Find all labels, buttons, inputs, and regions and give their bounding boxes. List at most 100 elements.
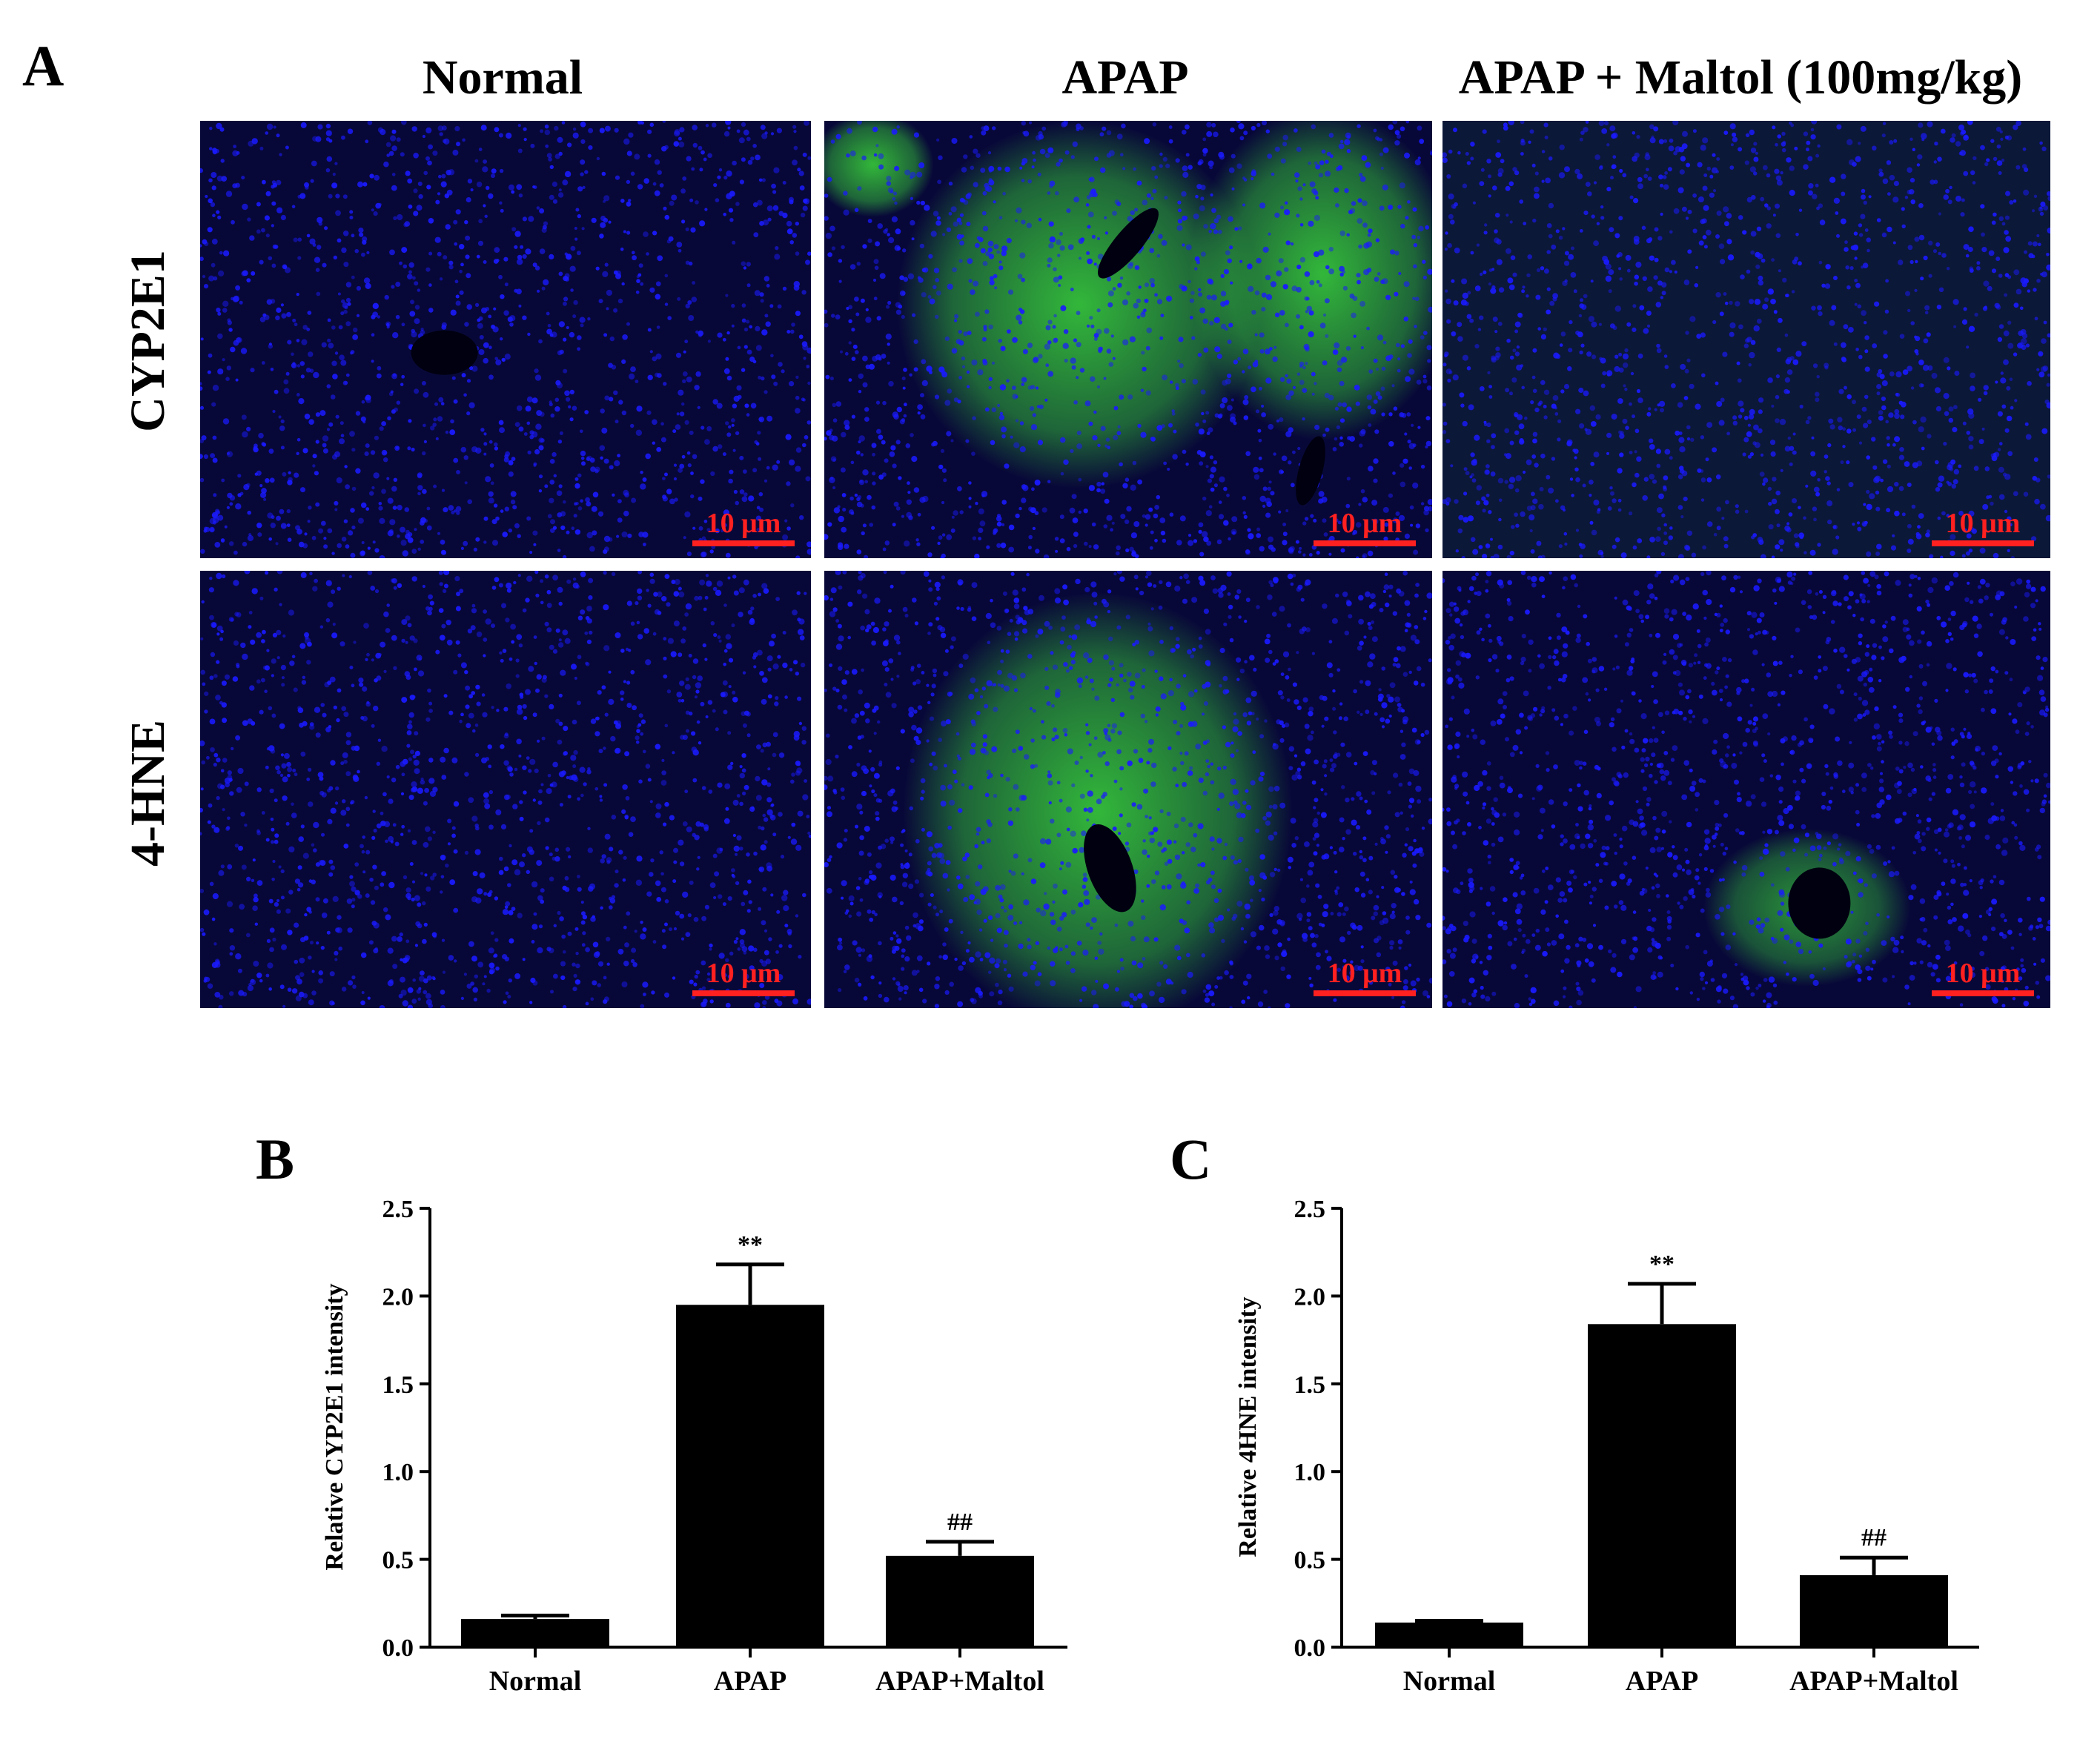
nucleus-dot <box>236 663 240 667</box>
nucleus-dot <box>601 685 606 690</box>
nucleus-dot <box>775 246 779 251</box>
nucleus-dot <box>2013 269 2020 276</box>
nucleus-dot <box>327 680 332 685</box>
nucleus-dot <box>798 955 802 959</box>
nucleus-dot <box>608 537 613 542</box>
nucleus-dot <box>993 200 996 204</box>
nucleus-dot <box>217 514 224 521</box>
nucleus-dot <box>1463 467 1468 471</box>
nucleus-dot <box>615 420 619 424</box>
nucleus-dot <box>1467 515 1474 522</box>
nucleus-dot <box>603 199 606 203</box>
nucleus-dot <box>645 453 651 460</box>
nucleus-dot <box>586 531 593 539</box>
nucleus-dot <box>831 246 836 251</box>
nucleus-dot <box>491 173 495 179</box>
nucleus-dot <box>1465 152 1469 156</box>
nucleus-dot <box>304 532 308 536</box>
nucleus-dot <box>1583 390 1589 397</box>
nucleus-dot <box>1318 173 1323 178</box>
nucleus-dot <box>2004 474 2011 480</box>
nucleus-dot <box>638 263 643 268</box>
nucleus-dot <box>1126 506 1132 512</box>
nucleus-dot <box>1530 400 1534 405</box>
nucleus-dot <box>1247 528 1251 532</box>
nucleus-dot <box>1198 428 1205 435</box>
nucleus-dot <box>1860 213 1866 219</box>
nucleus-dot <box>486 185 490 191</box>
nucleus-dot <box>397 936 403 942</box>
nucleus-dot <box>308 767 312 772</box>
nucleus-dot <box>224 525 228 529</box>
nucleus-dot <box>796 591 801 595</box>
nucleus-dot <box>1709 192 1715 198</box>
nucleus-dot <box>453 457 459 463</box>
nucleus-dot <box>1342 285 1348 291</box>
nucleus-dot <box>664 899 669 904</box>
nucleus-dot <box>663 674 668 679</box>
nucleus-dot <box>795 375 799 380</box>
nucleus-dot <box>1850 245 1855 251</box>
nucleus-dot <box>1196 184 1202 190</box>
nucleus-dot <box>902 386 906 390</box>
nucleus-dot <box>979 520 986 527</box>
nucleus-dot <box>546 589 552 595</box>
nucleus-dot <box>1253 474 1260 480</box>
nucleus-dot <box>1719 311 1724 317</box>
nucleus-dot <box>1442 403 1446 407</box>
nucleus-dot <box>873 153 878 157</box>
nucleus-dot <box>649 578 655 584</box>
nucleus-dot <box>1422 331 1428 335</box>
nucleus-dot <box>760 299 764 303</box>
nucleus-dot <box>1705 229 1712 236</box>
nucleus-dot <box>1195 194 1199 199</box>
nucleus-dot <box>310 941 314 945</box>
nucleus-dot <box>1442 421 1448 426</box>
nucleus-dot <box>534 661 537 666</box>
nucleus-dot <box>367 546 371 550</box>
nucleus-dot <box>355 468 361 474</box>
nucleus-dot <box>1726 239 1732 245</box>
nucleus-dot <box>2007 516 2012 521</box>
nucleus-dot <box>917 404 923 410</box>
nucleus-dot <box>595 266 600 271</box>
nucleus-dot <box>887 342 890 346</box>
nucleus-dot <box>1474 344 1480 349</box>
nucleus-dot <box>200 337 204 341</box>
nucleus-dot <box>217 368 224 375</box>
nucleus-dot <box>1978 397 1982 402</box>
nucleus-dot <box>609 336 615 342</box>
nucleus-dot <box>1451 279 1455 283</box>
nucleus-dot <box>574 237 578 241</box>
nucleus-dot <box>1958 511 1964 516</box>
nucleus-dot <box>1540 266 1545 271</box>
nucleus-dot <box>1308 161 1311 165</box>
nucleus-dot <box>1634 450 1637 454</box>
nucleus-dot <box>2005 191 2010 196</box>
nucleus-dot <box>1548 234 1553 239</box>
nucleus-dot <box>1686 425 1691 430</box>
nucleus-dot <box>731 324 735 328</box>
nucleus-dot <box>1858 354 1863 360</box>
nucleus-dot <box>550 413 555 418</box>
nucleus-dot <box>1789 462 1793 466</box>
nucleus-dot <box>640 719 646 724</box>
nucleus-dot <box>503 1000 507 1004</box>
nucleus-dot <box>901 377 906 380</box>
nucleus-dot <box>467 499 472 505</box>
nucleus-dot <box>437 416 443 422</box>
nucleus-dot <box>1946 267 1950 271</box>
nucleus-dot <box>1515 523 1520 528</box>
nucleus-dot <box>1568 348 1573 353</box>
nucleus-dot <box>647 129 652 134</box>
nucleus-dot <box>412 978 416 982</box>
nucleus-dot <box>673 860 678 864</box>
nucleus-dot <box>414 281 419 286</box>
nucleus-dot <box>1296 147 1302 152</box>
nucleus-dot <box>700 960 706 966</box>
nucleus-dot <box>483 975 487 978</box>
nucleus-dot <box>1672 121 1679 126</box>
nucleus-dot <box>464 322 469 327</box>
nucleus-dot <box>1104 498 1110 504</box>
nucleus-dot <box>498 274 503 279</box>
